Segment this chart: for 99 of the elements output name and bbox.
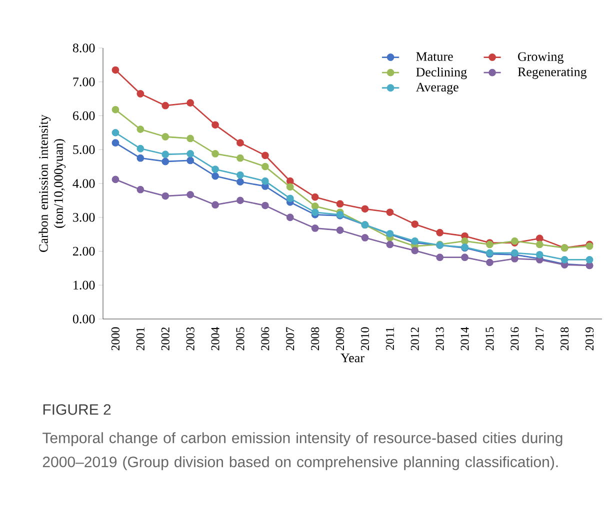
point bbox=[236, 154, 244, 162]
point bbox=[311, 208, 319, 216]
point bbox=[212, 201, 219, 209]
legend-label: Average bbox=[416, 82, 458, 94]
point bbox=[186, 134, 194, 142]
point bbox=[536, 240, 544, 248]
point bbox=[112, 106, 120, 114]
y-tick-label: 8.00 bbox=[72, 44, 95, 52]
point bbox=[186, 99, 194, 107]
x-tick-label: 2007 bbox=[286, 327, 294, 350]
point bbox=[286, 183, 294, 191]
point bbox=[112, 128, 120, 136]
point bbox=[311, 193, 319, 201]
point bbox=[461, 237, 468, 245]
legend-label: Regenerating bbox=[518, 68, 587, 79]
x-tick-label: 2016 bbox=[510, 327, 519, 350]
point bbox=[212, 172, 219, 180]
point bbox=[112, 176, 120, 184]
x-tick-label: 2019 bbox=[585, 327, 594, 350]
point bbox=[162, 102, 170, 110]
point bbox=[361, 205, 369, 213]
point bbox=[510, 255, 518, 262]
x-tick-label: 2012 bbox=[410, 327, 419, 350]
legend-label: Growing bbox=[518, 52, 564, 64]
point bbox=[162, 133, 170, 140]
point bbox=[136, 154, 144, 162]
point bbox=[236, 178, 244, 186]
point bbox=[536, 234, 544, 242]
point bbox=[112, 139, 120, 147]
y-tick-label: 2.00 bbox=[73, 246, 95, 256]
x-tick-label: 2018 bbox=[560, 327, 569, 350]
point bbox=[136, 90, 144, 98]
point bbox=[162, 158, 170, 166]
y-tick-label: 5.00 bbox=[73, 145, 95, 154]
point bbox=[286, 177, 294, 185]
point bbox=[136, 186, 144, 194]
point bbox=[162, 192, 170, 200]
text: Temporal change of carbon emission intensity of resource-based cities during 2000–2019 (Group division based on comprehensive planning classification). bbox=[42, 432, 562, 470]
point bbox=[212, 121, 219, 129]
legend-label: Declining bbox=[416, 67, 467, 80]
point bbox=[186, 150, 194, 158]
point bbox=[286, 194, 294, 202]
point bbox=[386, 208, 394, 216]
y-tick-label: 6.00 bbox=[73, 111, 95, 120]
y-tick-label: 4.00 bbox=[72, 179, 95, 188]
y-tick-label: 3.00 bbox=[73, 212, 95, 222]
x-axis-title: Year bbox=[340, 354, 364, 362]
point bbox=[261, 202, 269, 210]
legend-label: Mature bbox=[416, 52, 453, 61]
point bbox=[336, 200, 344, 208]
x-tick-label: 2006 bbox=[261, 327, 270, 350]
x-tick-label: 2004 bbox=[211, 326, 220, 350]
point bbox=[136, 144, 144, 152]
point bbox=[236, 171, 244, 179]
y-tick-label: 7.00 bbox=[73, 77, 95, 86]
point bbox=[212, 150, 219, 158]
point bbox=[286, 214, 294, 222]
y-axis-title: Carbon emission intensity (ton/10,000yuan) bbox=[38, 114, 66, 252]
y-tick-label: 0.00 bbox=[72, 314, 95, 324]
x-tick-label: 2003 bbox=[186, 327, 194, 350]
point bbox=[536, 250, 544, 258]
x-tick-label: 2015 bbox=[486, 327, 494, 350]
point bbox=[436, 228, 444, 236]
x-tick-label: 2011 bbox=[386, 328, 394, 350]
point bbox=[186, 190, 194, 198]
text: FIGURE 2 bbox=[43, 404, 111, 415]
point bbox=[261, 152, 269, 160]
x-tick-label: 2005 bbox=[236, 327, 244, 350]
y-tick-label: 1.00 bbox=[74, 280, 95, 290]
point bbox=[261, 162, 269, 170]
point bbox=[136, 126, 144, 134]
x-tick-label: 2008 bbox=[311, 327, 320, 350]
point bbox=[186, 156, 194, 164]
x-tick-label: 2000 bbox=[111, 327, 120, 350]
x-tick-label: 2014 bbox=[460, 326, 469, 350]
point bbox=[411, 246, 419, 254]
x-tick-label: 2010 bbox=[360, 327, 370, 350]
point bbox=[486, 258, 494, 266]
x-tick-label: 2001 bbox=[136, 328, 144, 350]
x-tick-label: 2002 bbox=[161, 327, 170, 350]
point bbox=[411, 220, 419, 228]
x-tick-label: 2013 bbox=[436, 327, 444, 350]
point bbox=[361, 234, 369, 242]
point bbox=[436, 254, 444, 262]
point bbox=[386, 240, 394, 248]
point bbox=[236, 139, 244, 147]
point bbox=[212, 166, 219, 173]
point bbox=[261, 177, 269, 185]
point bbox=[162, 150, 170, 158]
point bbox=[336, 226, 344, 234]
point bbox=[560, 256, 568, 264]
x-tick-label: 2017 bbox=[536, 327, 544, 350]
point bbox=[236, 196, 244, 204]
point bbox=[311, 224, 319, 232]
point bbox=[461, 254, 468, 262]
point bbox=[112, 66, 120, 74]
x-tick-label: 2009 bbox=[336, 327, 344, 350]
point bbox=[586, 256, 594, 264]
point bbox=[311, 202, 319, 210]
